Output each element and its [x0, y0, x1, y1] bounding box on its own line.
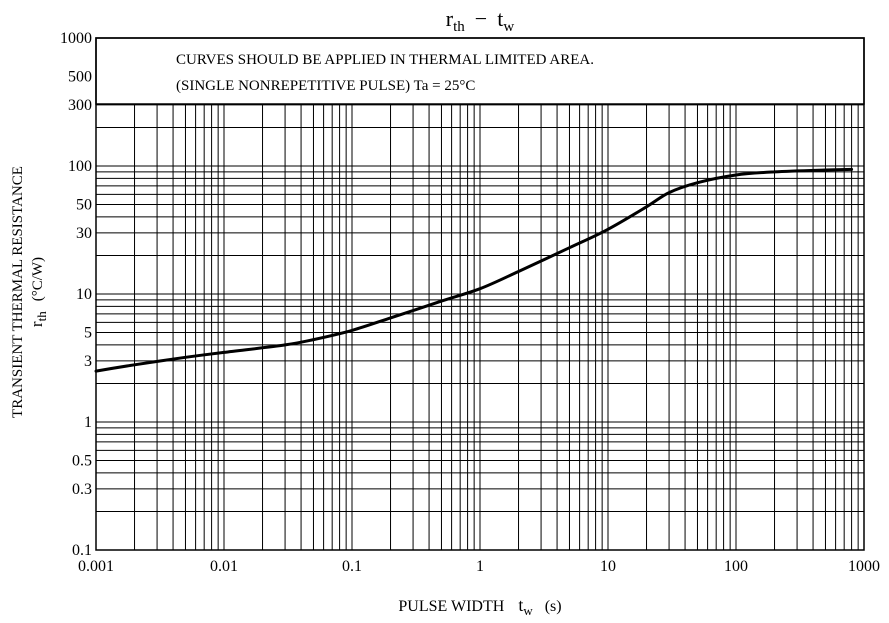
x-tick-label: 10: [600, 558, 616, 575]
series-curve: [94, 167, 854, 373]
y-tick-label: 30: [76, 225, 92, 242]
y-tick-label: 0.1: [72, 542, 92, 559]
x-tick-label: 0.01: [210, 558, 238, 575]
y-tick-label: 0.3: [72, 481, 92, 498]
y-axis-symbol: rth(°C/W): [27, 257, 49, 327]
plot-frame: [95, 37, 865, 551]
x-tick-labels: 0.001 0.01 0.1 1 10 100 1000: [78, 558, 880, 575]
annotation-line-1: CURVES SHOULD BE APPLIED IN THERMAL LIMI…: [176, 52, 594, 68]
y-tick-label: 1000: [60, 30, 92, 47]
x-axis-label: PULSE WIDTH tw (s): [398, 595, 561, 618]
annotation-line-2: (SINGLE NONREPETITIVE PULSE) Ta = 25°C: [176, 78, 475, 94]
x-tick-label: 0.001: [78, 558, 114, 575]
y-tick-label: 3: [84, 353, 92, 370]
y-axis-label: TRANSIENT THERMAL RESISTANCE: [10, 166, 26, 418]
y-tick-label: 500: [68, 69, 92, 86]
x-tick-label: 1: [476, 558, 484, 575]
plot-grid: [96, 38, 864, 550]
y-tick-label: 300: [68, 97, 92, 114]
x-tick-label: 100: [724, 558, 748, 575]
y-tick-label: 5: [84, 325, 92, 342]
y-tick-label: 50: [76, 197, 92, 214]
y-tick-label: 1: [84, 414, 92, 431]
x-tick-label: 0.1: [342, 558, 362, 575]
annotation-box: [95, 37, 865, 105]
chart-title: rth − tw: [446, 6, 515, 35]
y-tick-label: 10: [76, 286, 92, 303]
y-tick-labels: 0.1 0.3 0.5 1 3 5 10 30 50 100 300 500 1000: [60, 30, 92, 559]
x-tick-label: 1000: [848, 558, 880, 575]
y-tick-label: 100: [68, 158, 92, 175]
y-tick-label: 0.5: [72, 453, 92, 470]
